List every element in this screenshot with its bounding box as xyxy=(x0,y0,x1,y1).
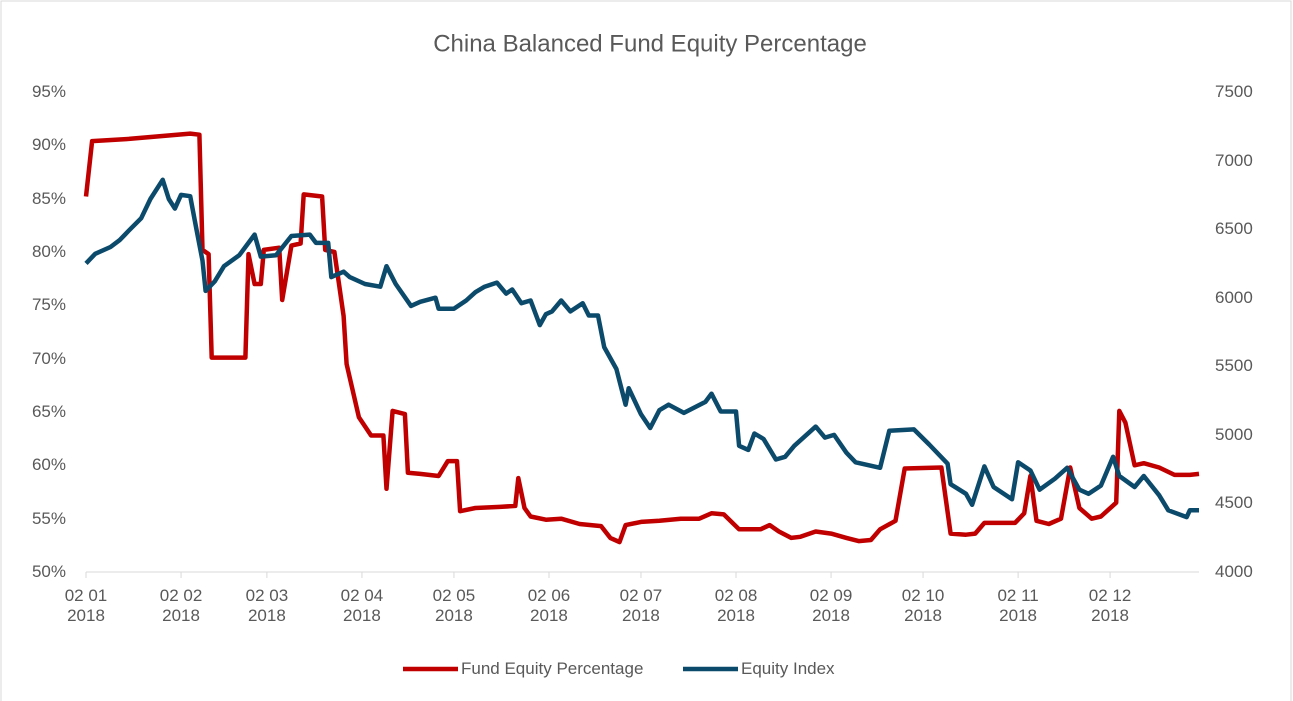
y2-tick-label: 7500 xyxy=(1215,82,1253,101)
y-tick-label: 60% xyxy=(31,455,66,475)
series-line xyxy=(83,131,1200,545)
x-tick-label: 02 09 2018 xyxy=(809,586,853,625)
x-tick-label: 02 03 2018 xyxy=(245,586,289,625)
y2-tick-label: 4500 xyxy=(1215,493,1253,513)
y2-tick-label: 5500 xyxy=(1215,356,1253,376)
x-tick-label: 02 07 2018 xyxy=(619,586,663,625)
legend-label: Fund Equity Percentage xyxy=(461,659,644,678)
x-tick-label: 02 06 2018 xyxy=(527,586,571,625)
y-tick-label: 50% xyxy=(31,562,66,581)
x-tick-label: 02 10 2018 xyxy=(901,586,945,625)
x-tick-label: 02 02 2018 xyxy=(159,586,203,625)
y-tick-label: 85% xyxy=(31,188,66,208)
y-tick-label: 65% xyxy=(31,402,66,421)
y-tick-label: 95% xyxy=(31,82,66,101)
y2-tick-label: 4000 xyxy=(1215,562,1253,581)
y-tick-label: 75% xyxy=(31,295,66,315)
x-tick-label: 02 08 2018 xyxy=(714,586,758,625)
y2-tick-label: 5000 xyxy=(1215,424,1253,444)
x-tick-label: 02 11 2018 xyxy=(997,586,1039,625)
y-tick-label: 55% xyxy=(31,508,66,528)
x-tick-label: 02 12 2018 xyxy=(1088,586,1132,625)
y-tick-label: 70% xyxy=(31,348,66,368)
y-tick-label: 90% xyxy=(31,135,66,155)
chart-title: China Balanced Fund Equity Percentage xyxy=(433,30,867,57)
series-line xyxy=(84,177,1199,520)
y2-tick-label: 6500 xyxy=(1215,219,1253,239)
y-tick-label: 80% xyxy=(31,242,66,261)
y2-tick-label: 6000 xyxy=(1215,287,1253,307)
x-tick-label: 02 05 2018 xyxy=(432,586,476,625)
legend-label: Equity Index xyxy=(741,659,835,678)
x-tick-label: 02 01 2018 xyxy=(64,586,108,625)
x-tick-label: 02 04 2018 xyxy=(340,586,384,625)
y2-tick-label: 7000 xyxy=(1215,150,1253,170)
